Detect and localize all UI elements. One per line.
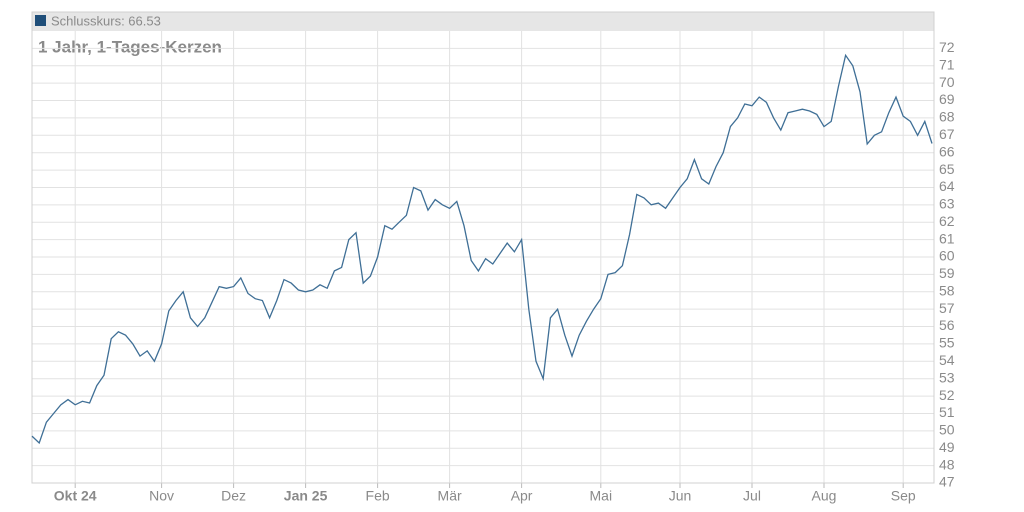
y-tick-label: 49 (939, 439, 955, 455)
price-line (31, 53, 933, 445)
x-tick-label: Okt 24 (54, 488, 97, 504)
y-tick-label: 58 (939, 282, 955, 298)
x-tick-label: Aug (812, 488, 837, 504)
y-tick-label: 67 (939, 126, 955, 142)
x-tick-label: Jul (743, 488, 761, 504)
y-tick-label: 54 (939, 352, 955, 368)
y-tick-label: 71 (939, 56, 955, 72)
y-tick-label: 53 (939, 369, 955, 385)
y-tick-label: 52 (939, 387, 955, 403)
y-tick-label: 66 (939, 143, 955, 159)
legend-swatch (35, 15, 46, 26)
x-tick-label: Mär (438, 488, 462, 504)
x-tick-label: Dez (221, 488, 246, 504)
y-tick-label: 69 (939, 91, 955, 107)
y-tick-label: 51 (939, 404, 955, 420)
legend-label: Schlusskurs: 66.53 (51, 13, 161, 28)
y-tick-label: 56 (939, 317, 955, 333)
y-tick-label: 64 (939, 178, 955, 194)
plot-border (31, 11, 935, 484)
y-tick-label: 57 (939, 300, 955, 316)
y-tick-label: 60 (939, 248, 955, 264)
y-tick-label: 72 (939, 39, 955, 55)
x-tick-label: Jan 25 (284, 488, 328, 504)
x-tick-label: Jun (669, 488, 692, 504)
y-tick-label: 47 (939, 474, 955, 490)
y-tick-label: 62 (939, 213, 955, 229)
x-tick-label: Feb (366, 488, 390, 504)
y-tick-label: 55 (939, 335, 955, 351)
x-tick-label: Mai (590, 488, 613, 504)
x-tick-label: Apr (511, 488, 533, 504)
y-tick-label: 50 (939, 422, 955, 438)
legend-band (32, 12, 934, 31)
x-tick-label: Nov (149, 488, 174, 504)
y-tick-label: 63 (939, 196, 955, 212)
y-tick-label: 59 (939, 265, 955, 281)
y-tick-label: 65 (939, 161, 955, 177)
y-tick-label: 48 (939, 456, 955, 472)
y-tick-label: 68 (939, 109, 955, 125)
x-tick-label: Sep (891, 488, 916, 504)
y-tick-label: 61 (939, 230, 955, 246)
chart-subtitle: 1 Jahr, 1-Tages-Kerzen (38, 37, 222, 56)
y-tick-label: 70 (939, 74, 955, 90)
